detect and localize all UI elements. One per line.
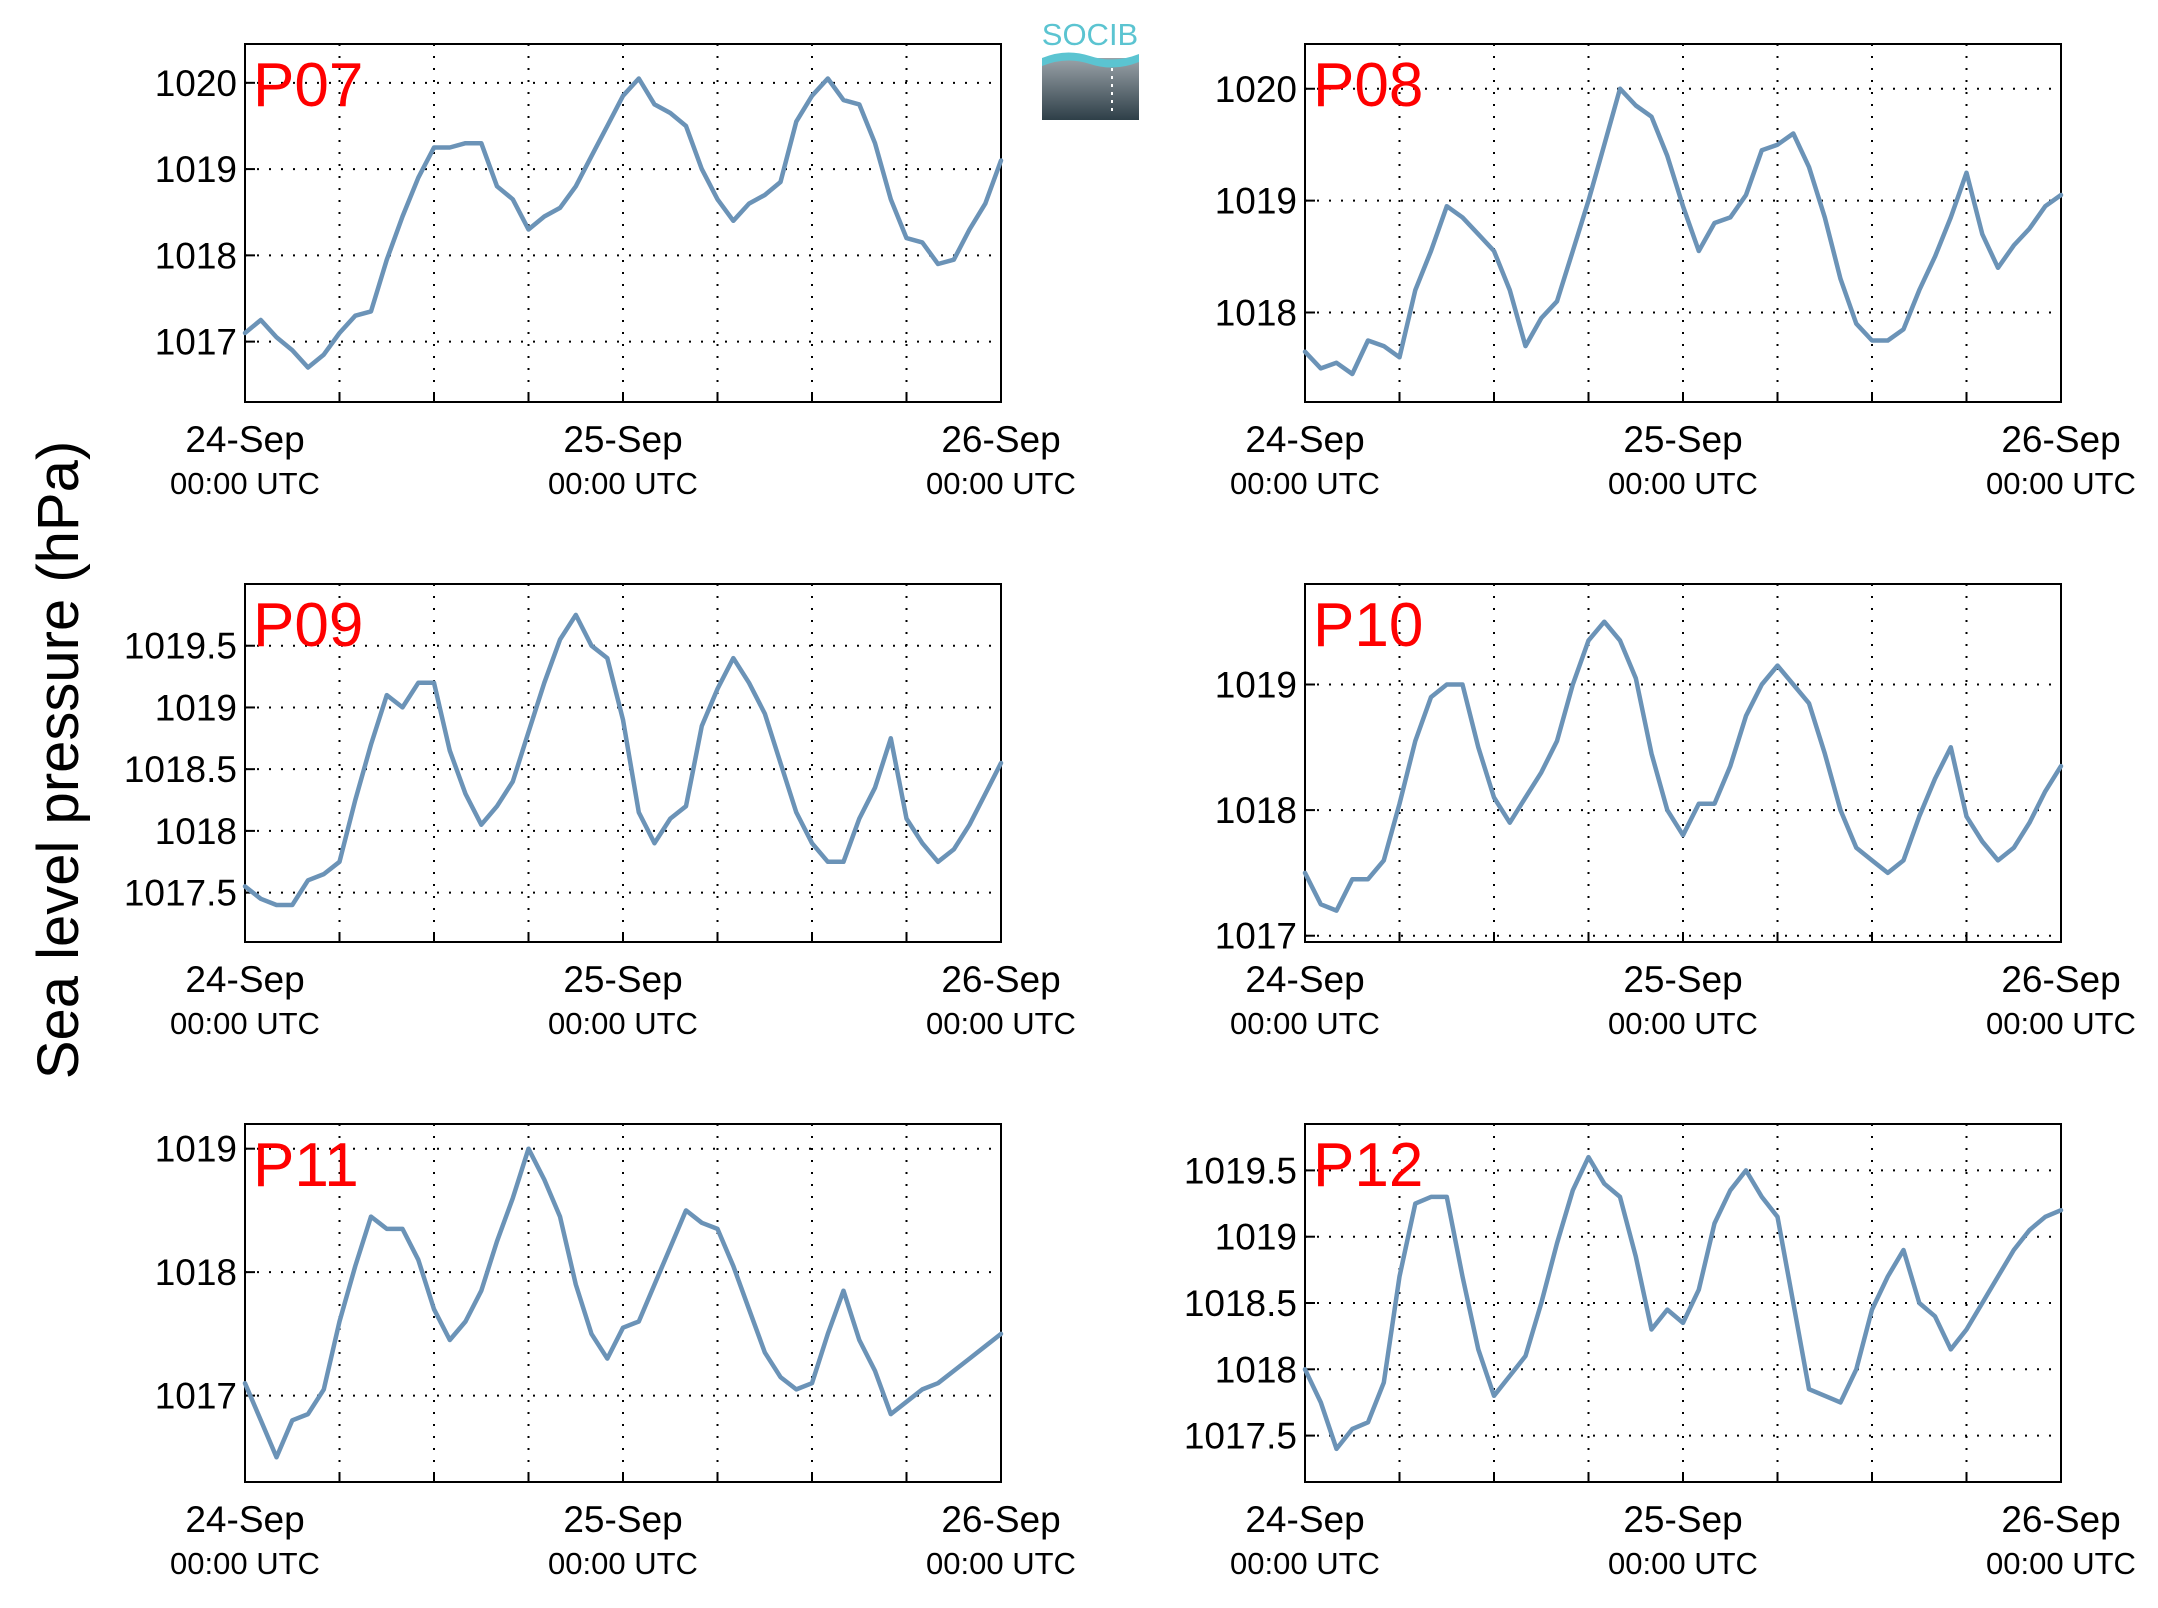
panel-label: P09 — [253, 591, 363, 660]
x-tick-label-time: 00:00 UTC — [1608, 1546, 1758, 1581]
socib-logo-icon: SOCIB — [1042, 17, 1139, 120]
x-tick-label-date: 25-Sep — [563, 959, 682, 1000]
panel-p08: 1018 1019 1020 24-Sep 00:00 UTC 25-Sep 00:00 U… — [1215, 43, 2136, 501]
x-tick-label-time: 00:00 UTC — [1608, 466, 1758, 501]
x-tick-label-time: 00:00 UTC — [170, 1546, 320, 1581]
x-tick-label-date: 25-Sep — [1623, 419, 1742, 460]
panel-p09: 1017.5 1018 1018.5 1019 1019.5 24-Sep 00:00 UT… — [124, 583, 1076, 1041]
x-tick-label-time: 00:00 UTC — [1986, 1546, 2136, 1581]
series-line — [1302, 619, 2064, 913]
series-line — [242, 1146, 1004, 1460]
x-tick-label-time: 00:00 UTC — [170, 1006, 320, 1041]
x-tick-label-time: 00:00 UTC — [926, 466, 1076, 501]
x-tick-label-time: 00:00 UTC — [548, 466, 698, 501]
y-tick-label: 1017 — [155, 322, 237, 363]
panel-label: P07 — [253, 51, 363, 120]
x-tick-label-date: 26-Sep — [2001, 1499, 2120, 1540]
x-tick-label-date: 24-Sep — [1245, 419, 1364, 460]
panel-p11: 1017 1018 1019 24-Sep 00:00 UTC 25-Sep 00:00 U… — [155, 1123, 1076, 1581]
panel-p07: 1017 1018 1019 1020 24-Sep 00:00 UTC 25-Sep 00:… — [155, 43, 1076, 501]
y-axis-label: Sea level pressure (hPa) — [26, 441, 91, 1079]
y-tick-label: 1020 — [155, 63, 237, 104]
y-tick-label: 1018 — [155, 811, 237, 852]
y-tick-label: 1017 — [1215, 916, 1297, 957]
x-tick-label-date: 26-Sep — [2001, 959, 2120, 1000]
x-tick-label-time: 00:00 UTC — [1608, 1006, 1758, 1041]
x-tick-label-time: 00:00 UTC — [1986, 466, 2136, 501]
x-tick-label-time: 00:00 UTC — [1230, 1546, 1380, 1581]
y-tick-label: 1018.5 — [1184, 1283, 1297, 1324]
y-tick-label: 1018 — [155, 1252, 237, 1293]
x-tick-label-date: 25-Sep — [1623, 1499, 1742, 1540]
plot-frame — [1304, 583, 2062, 943]
x-tick-label-date: 24-Sep — [1245, 959, 1364, 1000]
y-tick-label: 1018 — [1215, 790, 1297, 831]
x-tick-label-date: 25-Sep — [1623, 959, 1742, 1000]
plot-frame — [244, 43, 1002, 403]
x-tick-label-date: 24-Sep — [185, 1499, 304, 1540]
x-tick-label-date: 24-Sep — [185, 419, 304, 460]
x-tick-label-time: 00:00 UTC — [926, 1006, 1076, 1041]
y-tick-label: 1017 — [155, 1376, 237, 1417]
x-tick-label-date: 25-Sep — [563, 419, 682, 460]
x-tick-label-date: 26-Sep — [2001, 419, 2120, 460]
panel-label: P12 — [1313, 1131, 1423, 1200]
plot-frame — [1304, 43, 2062, 403]
y-tick-label: 1018 — [155, 235, 237, 276]
panel-label: P10 — [1313, 591, 1423, 660]
y-tick-label: 1018 — [1215, 293, 1297, 334]
y-tick-label: 1019.5 — [1184, 1150, 1297, 1191]
plot-frame — [244, 583, 1002, 943]
logo-text: SOCIB — [1042, 17, 1138, 52]
plot-frame — [244, 1123, 1002, 1483]
panel-p10: 1017 1018 1019 24-Sep 00:00 UTC 25-Sep 00:00 U… — [1215, 583, 2136, 1041]
y-tick-label: 1019 — [155, 687, 237, 728]
x-tick-label-time: 00:00 UTC — [1986, 1006, 2136, 1041]
x-tick-label-date: 26-Sep — [941, 959, 1060, 1000]
y-tick-label: 1019 — [155, 1129, 237, 1170]
x-tick-label-date: 26-Sep — [941, 1499, 1060, 1540]
y-tick-label: 1020 — [1215, 69, 1297, 110]
series-line — [242, 76, 1004, 370]
y-tick-label: 1019.5 — [124, 626, 237, 667]
series-line — [242, 612, 1004, 908]
x-tick-label-date: 25-Sep — [563, 1499, 682, 1540]
y-tick-label: 1017.5 — [1184, 1416, 1297, 1457]
y-tick-label: 1017.5 — [124, 873, 237, 914]
x-tick-label-date: 26-Sep — [941, 419, 1060, 460]
series-line — [1302, 86, 2064, 377]
x-tick-label-date: 24-Sep — [185, 959, 304, 1000]
y-tick-label: 1019 — [1215, 1217, 1297, 1258]
y-tick-label: 1018.5 — [124, 749, 237, 790]
x-tick-label-time: 00:00 UTC — [1230, 1006, 1380, 1041]
x-tick-label-time: 00:00 UTC — [170, 466, 320, 501]
panel-label: P08 — [1313, 51, 1423, 120]
y-tick-label: 1019 — [1215, 181, 1297, 222]
x-tick-label-time: 00:00 UTC — [548, 1006, 698, 1041]
x-tick-label-time: 00:00 UTC — [1230, 466, 1380, 501]
y-tick-label: 1019 — [1215, 664, 1297, 705]
panel-label: P11 — [253, 1131, 359, 1200]
series-line — [1302, 1154, 2064, 1452]
x-tick-label-time: 00:00 UTC — [926, 1546, 1076, 1581]
x-tick-label-date: 24-Sep — [1245, 1499, 1364, 1540]
panel-p12: 1017.5 1018 1018.5 1019 1019.5 24-Sep 00:00 UT… — [1184, 1123, 2136, 1581]
y-tick-label: 1019 — [155, 149, 237, 190]
x-tick-label-time: 00:00 UTC — [548, 1546, 698, 1581]
y-tick-label: 1018 — [1215, 1349, 1297, 1390]
